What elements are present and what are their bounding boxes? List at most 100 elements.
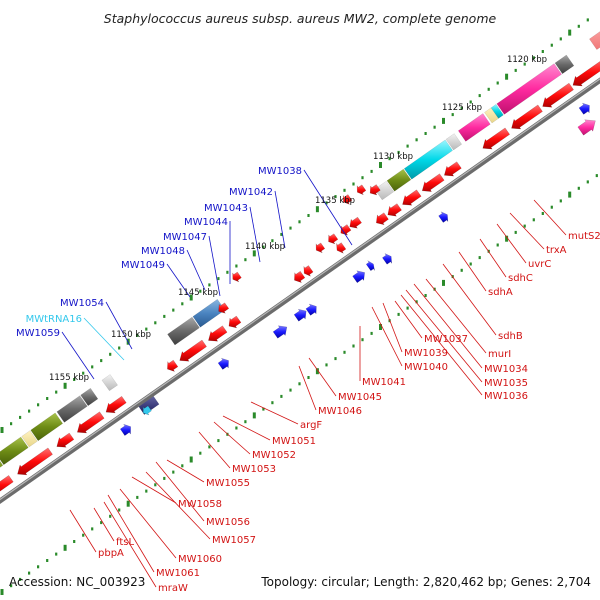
reverse-label-sdhB[interactable]: sdhB (498, 331, 523, 342)
reverse-label-MW1055[interactable]: MW1055 (206, 478, 250, 489)
reverse-label-MW1046[interactable]: MW1046 (318, 406, 362, 417)
gene-arrow-fwd-9[interactable] (578, 102, 590, 115)
gene-arrow-rev-18[interactable] (511, 104, 543, 130)
cog-block-10[interactable] (386, 168, 412, 192)
reverse-label-MW1041[interactable]: MW1041 (362, 377, 406, 388)
gene-arrow-rev-inner-1[interactable] (349, 216, 362, 229)
cog-block-15[interactable] (490, 104, 504, 119)
reverse-label-MW1058[interactable]: MW1058 (178, 499, 222, 510)
cog-block-1[interactable] (0, 436, 29, 466)
gene-arrow-fwd-0[interactable] (119, 423, 131, 436)
forward-label-MW1049[interactable]: MW1049 (121, 260, 165, 271)
cog-block-2[interactable] (21, 430, 38, 448)
cog-block-17[interactable] (554, 54, 575, 74)
forward-label-MW1038[interactable]: MW1038 (258, 166, 302, 177)
cog-block-9[interactable] (374, 180, 394, 201)
gene-arrow-rev-inner-5[interactable] (356, 184, 367, 196)
gene-arrow-fwd-2[interactable] (272, 325, 288, 339)
reverse-label-MW1039[interactable]: MW1039 (404, 348, 448, 359)
reverse-label-MW1052[interactable]: MW1052 (252, 450, 296, 461)
gene-arrow-rev-inner-4[interactable] (342, 194, 353, 205)
reverse-label-MW1036[interactable]: MW1036 (484, 391, 528, 402)
cog-block-6[interactable] (101, 374, 118, 392)
gene-arrow-rev-11[interactable] (336, 242, 347, 254)
forward-label-MW1059[interactable]: MW1059 (16, 328, 60, 339)
cog-block-5[interactable] (80, 387, 99, 407)
gene-arrow-rev-9[interactable] (294, 270, 306, 284)
cog-block-11[interactable] (403, 139, 453, 180)
cog-block-3[interactable] (30, 412, 63, 441)
gene-arrow-rev-1[interactable] (17, 447, 53, 476)
gene-arrow-rev-12[interactable] (376, 212, 389, 226)
reverse-label-argF[interactable]: argF (300, 420, 322, 431)
gene-arrow-rev-10[interactable] (303, 265, 314, 277)
gene-arrow-rev-19[interactable] (542, 82, 574, 108)
cog-block-7[interactable] (167, 316, 200, 346)
gene-arrow-rev-20[interactable] (572, 59, 600, 87)
gene-arrow-rev-8[interactable] (228, 315, 242, 329)
cog-block-4[interactable] (56, 395, 88, 423)
ruler-dot-1-45 (406, 306, 409, 310)
gene-arrow-rev-3[interactable] (76, 411, 105, 434)
reverse-label-MW1051[interactable]: MW1051 (272, 436, 316, 447)
gene-arrow-rev-13[interactable] (387, 203, 402, 217)
forward-label-MW1044[interactable]: MW1044 (184, 217, 228, 228)
reverse-label-MW1061[interactable]: MW1061 (156, 568, 200, 579)
cog-block-18[interactable] (589, 22, 600, 50)
gene-arrow-rev-inner-8[interactable] (315, 242, 326, 254)
gene-arrow-rev-15[interactable] (421, 173, 445, 192)
reverse-label-MW1060[interactable]: MW1060 (178, 554, 222, 565)
reverse-label-MW1034[interactable]: MW1034 (484, 364, 528, 375)
cog-block-8[interactable] (192, 299, 226, 328)
gene-arrow-rev-4[interactable] (105, 395, 127, 414)
reverse-label-MW1057[interactable]: MW1057 (212, 535, 256, 546)
gene-arrow-rev-17[interactable] (482, 127, 511, 150)
cog-block-12[interactable] (445, 133, 462, 151)
reverse-label-MW1040[interactable]: MW1040 (404, 362, 448, 373)
forward-label-MWtRNA16[interactable]: MWtRNA16 (26, 314, 82, 325)
reverse-label-MW1037[interactable]: MW1037 (424, 334, 468, 345)
gene-arrow-fwd-3[interactable] (293, 308, 307, 322)
reverse-label-MW1035[interactable]: MW1035 (484, 378, 528, 389)
forward-label-MW1047[interactable]: MW1047 (163, 232, 207, 243)
reverse-label-murI[interactable]: murI (488, 349, 511, 360)
gene-arrow-rev-16[interactable] (443, 161, 462, 177)
gene-arrow-rev-7[interactable] (208, 325, 228, 342)
trna-marker[interactable] (142, 405, 152, 416)
forward-label-MW1043[interactable]: MW1043 (204, 203, 248, 214)
gene-arrow-fwd-7[interactable] (382, 252, 392, 265)
gene-arrow-fwd-4[interactable] (305, 303, 317, 316)
gene-arrow-fwd-6[interactable] (365, 260, 375, 272)
gene-arrow-rev-inner-0[interactable] (340, 224, 352, 236)
reverse-label-trxA[interactable]: trxA (546, 245, 567, 256)
gene-arrow-rev-6[interactable] (179, 339, 207, 362)
forward-label-MW1054[interactable]: MW1054 (60, 298, 104, 309)
cog-block-0[interactable] (0, 455, 4, 486)
reverse-label-MW1053[interactable]: MW1053 (232, 464, 276, 475)
gene-arrow-rev-inner-6[interactable] (369, 184, 381, 196)
reverse-label-uvrC[interactable]: uvrC (528, 259, 551, 270)
gene-arrow-rev-inner-7[interactable] (328, 233, 339, 245)
gene-arrow-rev-14[interactable] (402, 189, 422, 206)
cog-block-16[interactable] (496, 63, 562, 115)
gene-arrow-fwd-8[interactable] (438, 211, 449, 223)
gene-arrow-top-pink[interactable] (577, 119, 596, 136)
gene-arrow-rev-inner-3[interactable] (232, 271, 242, 283)
reverse-label-MW1045[interactable]: MW1045 (338, 392, 382, 403)
gene-arrow-rev-inner-2[interactable] (218, 302, 230, 314)
gene-arrow-fwd-5[interactable] (352, 270, 365, 284)
reverse-label-pbpA[interactable]: pbpA (98, 548, 124, 559)
forward-label-MW1048[interactable]: MW1048 (141, 246, 185, 257)
gene-arrow-fwd-1[interactable] (217, 357, 229, 370)
reverse-label-mraW[interactable]: mraW (158, 583, 188, 594)
reverse-label-sdhA[interactable]: sdhA (488, 287, 513, 298)
cog-block-13[interactable] (458, 113, 491, 142)
reverse-label-sdhC[interactable]: sdhC (508, 273, 533, 284)
gene-arrow-rev-5[interactable] (167, 359, 179, 372)
reverse-label-ftsL[interactable]: ftsL (116, 537, 134, 548)
reverse-label-MW1056[interactable]: MW1056 (206, 517, 250, 528)
reverse-label-mutS2[interactable]: mutS2 (568, 231, 600, 242)
gene-arrow-rev-0[interactable] (0, 475, 14, 494)
forward-label-MW1042[interactable]: MW1042 (229, 187, 273, 198)
gene-arrow-rev-2[interactable] (56, 432, 75, 448)
